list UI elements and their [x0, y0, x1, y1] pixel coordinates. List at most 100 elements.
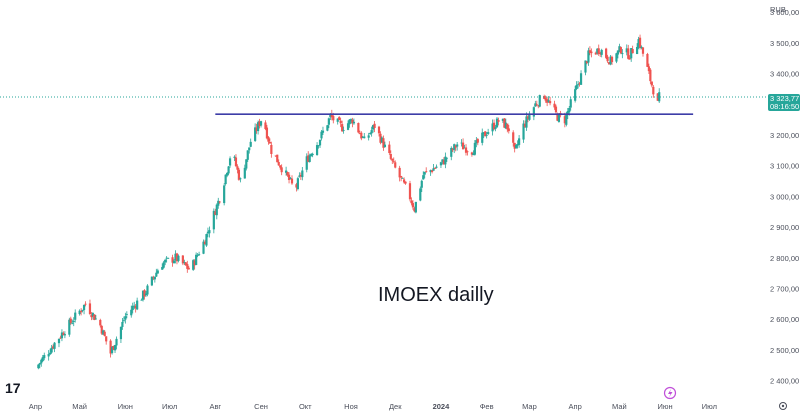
candle[interactable] — [349, 118, 353, 124]
candle[interactable] — [528, 111, 531, 121]
candle[interactable] — [658, 88, 661, 103]
candle[interactable] — [249, 138, 252, 148]
candle[interactable] — [599, 51, 602, 58]
candle[interactable] — [206, 227, 210, 238]
candle[interactable] — [227, 166, 230, 176]
candle[interactable] — [63, 331, 66, 339]
candle[interactable] — [615, 52, 618, 64]
candle[interactable] — [507, 124, 510, 134]
candle[interactable] — [587, 47, 590, 66]
candle[interactable] — [484, 130, 487, 137]
candle[interactable] — [37, 364, 40, 370]
candle[interactable] — [103, 329, 106, 337]
candle[interactable] — [476, 138, 479, 146]
candle[interactable] — [186, 260, 189, 273]
candle[interactable] — [543, 94, 546, 100]
candle[interactable] — [193, 259, 196, 270]
candle[interactable] — [450, 146, 453, 161]
candle[interactable] — [140, 298, 143, 301]
candle[interactable] — [472, 150, 475, 156]
candle[interactable] — [259, 120, 263, 128]
candle[interactable] — [71, 319, 74, 325]
candle[interactable] — [274, 155, 277, 158]
candle[interactable] — [177, 254, 180, 263]
candle[interactable] — [69, 316, 72, 325]
candle[interactable] — [575, 81, 578, 91]
candle[interactable] — [650, 81, 653, 88]
candle[interactable] — [631, 45, 634, 54]
candle[interactable] — [435, 164, 438, 169]
candle[interactable] — [522, 120, 525, 143]
candle[interactable] — [243, 164, 246, 179]
candle[interactable] — [270, 141, 273, 158]
plot-area[interactable] — [37, 34, 661, 370]
candle[interactable] — [439, 161, 443, 169]
candle[interactable] — [130, 305, 133, 318]
candle[interactable] — [388, 141, 391, 155]
candle[interactable] — [494, 124, 497, 132]
candle[interactable] — [174, 250, 177, 264]
candle[interactable] — [379, 131, 382, 145]
candle[interactable] — [94, 314, 97, 320]
candle[interactable] — [125, 311, 128, 319]
candle[interactable] — [392, 157, 395, 164]
candle[interactable] — [43, 352, 46, 361]
candle[interactable] — [217, 197, 220, 209]
candle[interactable] — [40, 358, 43, 367]
candle[interactable] — [320, 129, 323, 141]
candle[interactable] — [621, 49, 624, 59]
candle[interactable] — [84, 301, 87, 307]
candle[interactable] — [192, 259, 195, 271]
candle[interactable] — [214, 208, 217, 216]
candle[interactable] — [518, 135, 521, 148]
candle[interactable] — [80, 308, 83, 316]
candle[interactable] — [597, 44, 600, 56]
price-axis[interactable]: 3 600,003 500,003 400,003 300,003 200,00… — [770, 8, 799, 385]
candle[interactable] — [100, 324, 103, 335]
candle[interactable] — [579, 70, 583, 85]
candle[interactable] — [301, 167, 304, 181]
candle[interactable] — [481, 128, 484, 146]
candle[interactable] — [456, 141, 459, 151]
candle[interactable] — [442, 157, 445, 165]
candle[interactable] — [74, 309, 77, 323]
candle[interactable] — [205, 233, 208, 247]
candle[interactable] — [422, 171, 425, 180]
candle[interactable] — [369, 132, 372, 135]
candle[interactable] — [47, 350, 50, 361]
candle[interactable] — [451, 147, 454, 152]
candle[interactable] — [577, 80, 580, 89]
candle[interactable] — [310, 153, 313, 157]
candle[interactable] — [264, 120, 267, 131]
candle[interactable] — [487, 128, 490, 136]
candle[interactable] — [444, 152, 447, 169]
tradingview-logo[interactable]: 17 — [5, 380, 21, 396]
candle[interactable] — [254, 123, 257, 142]
candle[interactable] — [619, 46, 622, 55]
candle[interactable] — [112, 345, 115, 351]
candle[interactable] — [596, 48, 599, 55]
candle[interactable] — [59, 335, 62, 339]
candle[interactable] — [124, 312, 127, 324]
candle[interactable] — [445, 157, 448, 162]
candle[interactable] — [196, 253, 199, 258]
candle[interactable] — [554, 104, 558, 115]
candle[interactable] — [523, 120, 527, 128]
candle[interactable] — [423, 171, 426, 179]
candle[interactable] — [218, 201, 221, 204]
candle[interactable] — [610, 55, 614, 65]
candle[interactable] — [637, 36, 640, 50]
candle[interactable] — [491, 119, 494, 136]
candle[interactable] — [308, 153, 311, 163]
candle[interactable] — [425, 167, 428, 173]
candle[interactable] — [131, 302, 134, 314]
candle[interactable] — [463, 144, 466, 149]
candle[interactable] — [121, 318, 124, 330]
candle[interactable] — [590, 48, 593, 58]
candle[interactable] — [408, 180, 412, 202]
candle[interactable] — [513, 142, 516, 153]
candle[interactable] — [546, 96, 549, 107]
candle[interactable] — [122, 316, 125, 323]
candle[interactable] — [115, 336, 118, 350]
